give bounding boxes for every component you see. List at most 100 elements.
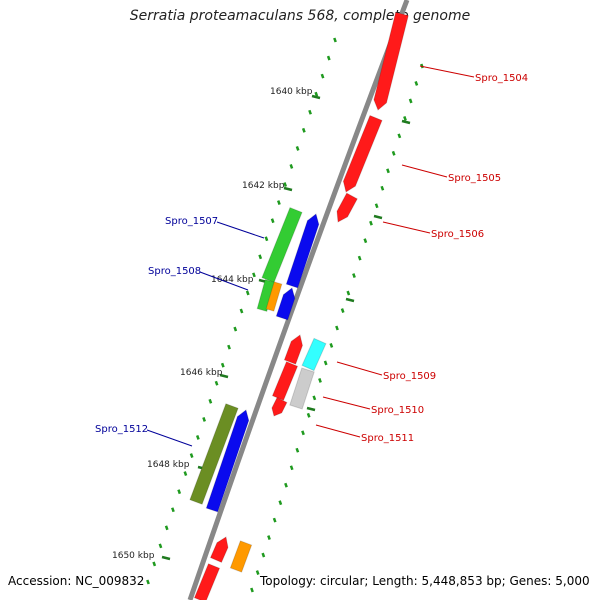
- inner-ring-dot: [295, 145, 300, 151]
- inner-ring-dot: [252, 272, 256, 278]
- gene-label-right: Spro_1504: [475, 73, 528, 84]
- gene-bottom-red-1: [209, 536, 229, 564]
- inner-ring-dot: [164, 525, 169, 531]
- gene-label-right: Spro_1510: [371, 405, 424, 416]
- scale-tick-label: 1648 kbp: [147, 460, 190, 470]
- scale-tick-label: 1640 kbp: [270, 87, 313, 97]
- outer-ring-dot: [289, 465, 294, 471]
- gene-spro-1505-feature: [342, 114, 383, 193]
- inner-ring-dot: [214, 380, 219, 386]
- outer-ring-dot: [295, 447, 300, 453]
- inner-ring-dot: [239, 308, 244, 314]
- outer-ring-dot: [346, 290, 351, 296]
- inner-ring-dot: [258, 254, 263, 260]
- leader-line: [146, 429, 193, 447]
- scale-tick: [219, 373, 229, 379]
- outer-ring-dot: [250, 587, 254, 593]
- outer-ring-dot: [306, 412, 311, 418]
- gene-label-right: Spro_1511: [361, 433, 414, 444]
- inner-ring-dot: [220, 362, 225, 368]
- topology-text: Topology: circular; Length: 5,448,853 bp…: [260, 574, 590, 588]
- outer-ring-dot: [391, 150, 396, 156]
- outer-ring-dot: [369, 220, 373, 226]
- outer-ring-dot: [397, 133, 402, 139]
- outer-ring-dot: [255, 570, 260, 575]
- inner-ring-dot: [277, 200, 281, 206]
- leader-line: [216, 221, 265, 239]
- inner-ring-dot: [283, 182, 288, 187]
- outer-ring-dot: [278, 500, 283, 506]
- inner-ring-dot: [146, 579, 150, 585]
- inner-ring-dot: [183, 471, 188, 477]
- inner-ring-dot: [326, 55, 331, 61]
- gene-spro-1508-orange: [265, 281, 283, 312]
- scale-tick-label: 1644 kbp: [211, 275, 254, 285]
- gene-bottom-orange: [229, 540, 253, 573]
- minor-tick: [306, 406, 316, 412]
- inner-ring-dot: [227, 344, 231, 350]
- gene-label-right: Spro_1509: [383, 371, 436, 382]
- genome-backbone: [187, 0, 410, 600]
- leader-line: [336, 361, 383, 376]
- outer-ring-dot: [284, 482, 288, 488]
- inner-ring-dot: [289, 164, 294, 169]
- outer-ring-dot: [301, 430, 305, 436]
- gene-label-left: Spro_1507: [165, 216, 218, 227]
- leader-line: [401, 164, 448, 178]
- leader-line: [315, 424, 361, 438]
- scale-tick: [283, 186, 293, 192]
- inner-ring-dot: [177, 489, 182, 495]
- gene-red-tip: [271, 396, 288, 417]
- inner-ring-dot: [171, 507, 175, 513]
- outer-ring-dot: [352, 273, 356, 279]
- outer-ring-dot: [408, 98, 413, 104]
- inner-ring-dot: [195, 435, 200, 440]
- outer-ring-dot: [357, 255, 362, 261]
- inner-ring-dot: [301, 127, 306, 133]
- inner-ring-dot: [245, 290, 250, 296]
- scale-tick-label: 1650 kbp: [112, 551, 155, 561]
- outer-ring-dot: [380, 185, 385, 191]
- gene-label-right: Spro_1505: [448, 173, 501, 184]
- minor-tick: [373, 214, 383, 220]
- gene-blue-lower: [275, 287, 296, 321]
- inner-ring-dot: [264, 236, 269, 242]
- inner-ring-dot: [333, 37, 337, 43]
- minor-tick: [345, 297, 355, 303]
- gene-blue-upper: [285, 213, 320, 289]
- scale-tick: [161, 555, 171, 561]
- outer-ring-dot: [386, 168, 390, 174]
- gene-bottom-red-2: [193, 563, 221, 600]
- gene-label-right: Spro_1506: [431, 229, 484, 240]
- leader-line: [419, 65, 475, 78]
- gene-red-segment: [271, 361, 299, 401]
- inner-ring-dot: [158, 543, 163, 549]
- gene-labels: Spro_1504 Spro_1505 Spro_1506 Spro_1509 Spro…: [95, 65, 528, 447]
- outer-ring-dot: [403, 115, 407, 121]
- outer-ring-dot: [318, 377, 322, 383]
- inner-ring-dot: [152, 561, 157, 567]
- outer-ring-dot: [261, 552, 266, 558]
- scale-tick-label: 1642 kbp: [242, 181, 285, 191]
- gene-spro-1504-feature: [373, 11, 409, 111]
- outer-ring-dot: [312, 395, 317, 401]
- gene-spro-1512-blue: [205, 409, 250, 513]
- outer-ring-dot: [272, 517, 277, 523]
- gene-label-left: Spro_1512: [95, 424, 148, 435]
- outer-ring-dot: [414, 81, 419, 86]
- gene-features: [189, 11, 409, 600]
- inner-ring-dot: [202, 416, 206, 422]
- gene-label-left: Spro_1508: [148, 266, 201, 277]
- scale-tick-label: 1646 kbp: [180, 368, 223, 378]
- minor-tick: [401, 119, 411, 125]
- inner-ring-dot: [320, 73, 325, 79]
- gene-spro-1510-feature: [289, 367, 315, 410]
- inner-ring-dot: [314, 91, 319, 97]
- inner-ring-dot: [233, 326, 238, 332]
- scale-tick: [311, 94, 321, 100]
- leader-line: [382, 221, 431, 234]
- outer-ring-dot: [335, 325, 339, 331]
- gene-spro-1509-arrow: [283, 334, 304, 365]
